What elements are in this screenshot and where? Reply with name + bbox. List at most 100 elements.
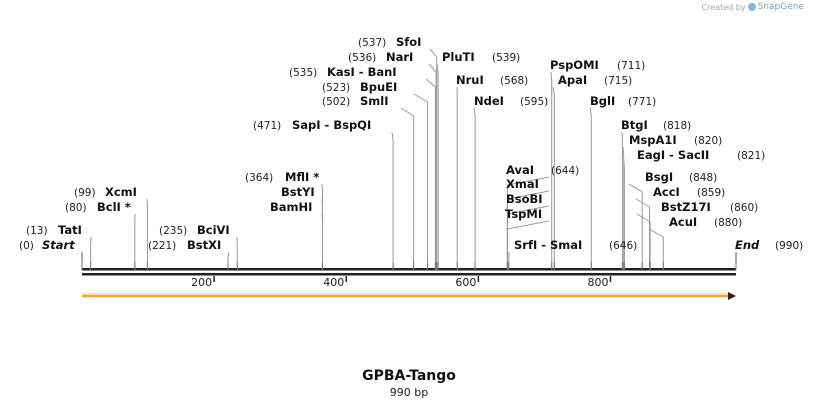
enzyme-sapi-bspqi-label[interactable]: SapI - BspQI (292, 118, 371, 132)
enzyme-xcmi-label[interactable]: XcmI (105, 185, 137, 199)
enzyme-mfli-label[interactable]: MflI * (285, 170, 319, 184)
enzyme-labels: Start(0)TatI(13)BclI *(80)XcmI(99)BstXI(… (19, 35, 803, 252)
enzyme-bsgi-label[interactable]: BsgI (645, 170, 673, 184)
enzyme-xmai-label[interactable]: XmaI (506, 177, 539, 191)
enzyme-acui-label[interactable]: AcuI (669, 215, 697, 229)
enzyme-acui-position: (880) (714, 217, 742, 229)
enzyme-acui-leader-line (648, 228, 664, 268)
enzyme-start-position: (0) (19, 240, 34, 252)
credit-prefix: Created by (701, 2, 746, 12)
enzyme-bsobi-label[interactable]: BsoBI (506, 192, 543, 206)
enzyme-nari-leader-line (428, 63, 437, 268)
enzyme-mspa1i-leader-line (622, 146, 625, 268)
sequence-ruler: 200 400 600 800 (191, 276, 612, 289)
enzyme-xcmi-position: (99) (74, 187, 96, 199)
enzyme-mfli-leader-line (321, 183, 323, 268)
enzyme-mspa1i-label[interactable]: MspA1I (629, 133, 677, 147)
enzyme-tati-label[interactable]: TatI (58, 223, 82, 237)
enzyme-eagi-sacii-position: (821) (737, 150, 765, 162)
plasmid-title: GPBA-Tango (362, 368, 456, 384)
top-strand-line (82, 268, 736, 271)
enzyme-bgli-leader-line (589, 107, 592, 268)
ruler-tick-label: 800 (587, 276, 608, 289)
enzyme-kasi-bani-position: (535) (289, 67, 317, 79)
enzyme-nrui-label[interactable]: NruI (456, 73, 484, 87)
enzyme-sfoi-label[interactable]: SfoI (396, 35, 421, 49)
enzyme-bpuei-label[interactable]: BpuEI (360, 80, 397, 94)
enzyme-bstyi-label[interactable]: BstYI (281, 185, 315, 199)
ruler-tick-label: 600 (455, 276, 476, 289)
enzyme-srfi-smai-label[interactable]: SrfI - SmaI (514, 238, 582, 252)
ruler-tick-label: 400 (323, 276, 344, 289)
feature-arrowhead-icon (728, 292, 736, 300)
enzyme-bstxi-label[interactable]: BstXI (187, 238, 221, 252)
enzyme-bstz17i-position: (860) (730, 202, 758, 214)
ruler-tick-label: 200 (191, 276, 212, 289)
enzyme-bstxi-position: (221) (148, 240, 176, 252)
enzyme-nari-position: (536) (348, 52, 376, 64)
enzyme-bgli-label[interactable]: BglI (590, 94, 615, 108)
enzyme-bcli-label[interactable]: BclI * (97, 200, 131, 214)
enzyme-kasi-bani-label[interactable]: KasI - BanI (327, 65, 397, 79)
plasmid-length: 990 bp (389, 386, 429, 399)
enzyme-btgi-label[interactable]: BtgI (621, 118, 648, 132)
enzyme-ndei-label[interactable]: NdeI (474, 94, 504, 108)
enzyme-smli-position: (502) (322, 96, 350, 108)
enzyme-bcli-position: (80) (65, 202, 87, 214)
enzyme-end-label[interactable]: End (735, 238, 760, 252)
enzyme-ndei-position: (595) (520, 96, 548, 108)
enzyme-end-position: (990) (775, 240, 803, 252)
enzyme-bstz17i-label[interactable]: BstZ17I (661, 200, 711, 214)
feature-track (82, 292, 736, 300)
enzyme-bamhi-label[interactable]: BamHI (270, 200, 312, 214)
enzyme-pluti-position: (539) (492, 52, 520, 64)
enzyme-bsgi-leader-line (628, 183, 643, 268)
enzyme-apai-leader-line (552, 86, 555, 268)
enzyme-pluti-leader-line (436, 63, 439, 268)
enzyme-sapi-bspqi-leader-line (391, 131, 394, 268)
enzyme-bgli-position: (771) (628, 96, 656, 108)
enzyme-bpuei-leader-line (413, 93, 428, 268)
enzyme-nrui-position: (568) (500, 75, 528, 87)
enzyme-apai-position: (715) (604, 75, 632, 87)
enzyme-nari-label[interactable]: NarI (386, 50, 413, 64)
snapgene-logo-icon (747, 3, 756, 11)
enzyme-kasi-bani-leader-line (425, 78, 436, 268)
leader-lines (81, 48, 737, 268)
enzyme-smli-leader-line (400, 107, 415, 268)
enzyme-avai-leader-line (506, 176, 550, 268)
enzyme-sfoi-position: (537) (358, 37, 386, 49)
enzyme-acci-position: (859) (697, 187, 725, 199)
enzyme-bpuei-position: (523) (322, 82, 350, 94)
enzyme-pspomi-leader-line (550, 71, 553, 268)
enzyme-apai-label[interactable]: ApaI (558, 73, 587, 87)
enzyme-tati-position: (13) (26, 225, 48, 237)
enzyme-sapi-bspqi-position: (471) (253, 120, 281, 132)
enzyme-start-label[interactable]: Start (42, 238, 75, 252)
enzyme-smli-label[interactable]: SmlI (360, 94, 389, 108)
snapgene-credit: Created by SnapGene (702, 2, 804, 12)
enzyme-bsgi-position: (848) (689, 172, 717, 184)
enzyme-pspomi-label[interactable]: PspOMI (550, 58, 599, 72)
sequence-backbone (81, 262, 737, 276)
enzyme-pspomi-position: (711) (617, 60, 645, 72)
enzyme-avai-position: (644) (551, 165, 579, 177)
enzyme-srfi-smai-position: (646) (609, 240, 637, 252)
enzyme-mspa1i-position: (820) (694, 135, 722, 147)
credit-brand: SnapGene (757, 2, 804, 12)
enzyme-acci-label[interactable]: AccI (653, 185, 680, 199)
enzyme-ndei-leader-line (473, 107, 476, 268)
enzyme-bstz17i-leader-line (636, 213, 651, 268)
enzyme-avai-label[interactable]: AvaI (506, 163, 534, 177)
enzyme-mfli-position: (364) (245, 172, 273, 184)
enzyme-bcivi-position: (235) (159, 225, 187, 237)
enzyme-btgi-position: (818) (663, 120, 691, 132)
enzyme-bcivi-label[interactable]: BciVI (197, 223, 230, 237)
enzyme-sfoi-leader-line (429, 48, 438, 268)
enzyme-eagi-sacii-label[interactable]: EagI - SacII (637, 148, 709, 162)
enzyme-pluti-label[interactable]: PluTI (442, 50, 475, 64)
enzyme-acci-leader-line (635, 198, 650, 268)
enzyme-tspmi-label[interactable]: TspMI (505, 207, 542, 221)
bottom-strand-line (82, 273, 736, 276)
